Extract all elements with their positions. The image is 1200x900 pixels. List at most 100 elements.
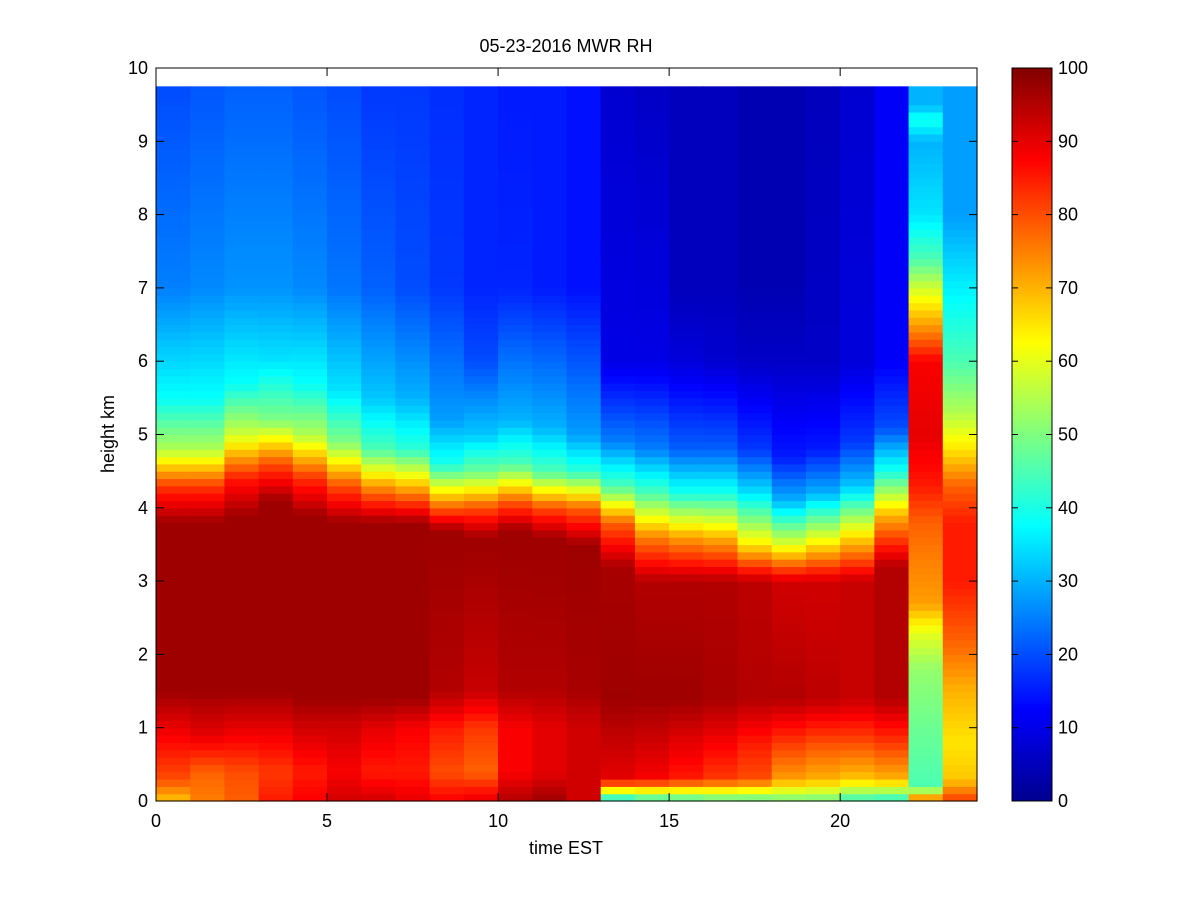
heatmap-cell	[908, 214, 944, 223]
heatmap-cell	[634, 705, 670, 714]
heatmap-cell	[190, 397, 226, 406]
heatmap-cell	[498, 361, 533, 370]
heatmap-cell	[532, 771, 568, 780]
heatmap-cell	[874, 676, 910, 685]
heatmap-cell	[908, 419, 944, 428]
heatmap-cell	[498, 221, 533, 230]
heatmap-cell	[600, 749, 636, 758]
heatmap-cell	[634, 581, 670, 590]
heatmap-cell	[634, 324, 670, 333]
heatmap-cell	[942, 661, 978, 670]
heatmap-cell	[805, 207, 841, 216]
heatmap-cell	[600, 141, 636, 150]
heatmap-cell	[566, 390, 602, 399]
heatmap-cell	[634, 573, 670, 582]
heatmap-cell	[942, 676, 978, 685]
heatmap-cell	[840, 229, 875, 238]
heatmap-cell	[634, 229, 670, 238]
heatmap-cell	[361, 243, 397, 252]
heatmap-cell	[463, 757, 499, 765]
heatmap-cell	[429, 185, 465, 194]
heatmap-cell	[600, 441, 636, 450]
heatmap-cell	[771, 661, 807, 670]
heatmap-cell	[634, 610, 670, 619]
heatmap-cell	[156, 500, 191, 509]
heatmap-cell	[942, 339, 978, 348]
heatmap-cell	[156, 331, 191, 340]
heatmap-cell	[258, 86, 294, 91]
heatmap-cell	[463, 727, 499, 736]
heatmap-cell	[395, 397, 431, 406]
heatmap-cell	[566, 683, 602, 692]
heatmap-cell	[669, 397, 704, 406]
heatmap-cell	[942, 617, 978, 626]
heatmap-cell	[395, 214, 431, 223]
heatmap-cell	[942, 243, 978, 252]
heatmap-cell	[737, 331, 773, 340]
heatmap-cell	[566, 119, 602, 128]
heatmap-cell	[190, 346, 226, 355]
heatmap-cell	[395, 361, 431, 370]
heatmap-cell	[908, 727, 944, 736]
heatmap-cell	[805, 551, 841, 560]
heatmap-cell	[566, 324, 602, 333]
heatmap-cell	[566, 595, 602, 604]
heatmap-cell	[942, 375, 978, 384]
heatmap-cell	[395, 317, 431, 326]
heatmap-cell	[840, 559, 875, 568]
heatmap-cell	[429, 515, 465, 524]
heatmap-cell	[771, 720, 807, 729]
heatmap-cell	[463, 405, 499, 414]
heatmap-cell	[292, 471, 328, 480]
heatmap-cell	[463, 515, 499, 524]
heatmap-cell	[669, 625, 704, 634]
heatmap-cell	[429, 155, 465, 164]
heatmap-cell	[532, 229, 568, 238]
heatmap-cell	[805, 764, 841, 773]
heatmap-cell	[703, 427, 739, 436]
heatmap-cell	[395, 742, 431, 751]
heatmap-cell	[156, 383, 191, 392]
heatmap-cell	[771, 405, 807, 414]
heatmap-cell	[771, 412, 807, 421]
heatmap-cell	[463, 588, 499, 597]
heatmap-cell	[908, 735, 944, 743]
heatmap-cell	[292, 551, 328, 560]
heatmap-cell	[258, 500, 294, 509]
heatmap-cell	[840, 207, 875, 216]
heatmap-cell	[840, 669, 875, 677]
heatmap-cell	[498, 573, 533, 582]
heatmap-cell	[840, 287, 875, 296]
heatmap-cell	[805, 339, 841, 348]
heatmap-cell	[463, 463, 499, 472]
heatmap-cell	[737, 507, 773, 516]
heatmap-cell	[566, 265, 602, 274]
heatmap-cell	[532, 86, 568, 91]
heatmap-cell	[634, 368, 670, 377]
heatmap-cell	[840, 339, 875, 348]
heatmap-cell	[361, 141, 397, 150]
heatmap-cell	[258, 133, 294, 142]
heatmap-cell	[327, 764, 362, 773]
heatmap-cell	[361, 126, 397, 135]
heatmap-cell	[600, 397, 636, 406]
heatmap-cell	[429, 669, 465, 677]
heatmap-cell	[224, 280, 260, 289]
heatmap-cell	[737, 537, 773, 546]
heatmap-cell	[429, 676, 465, 685]
heatmap-cell	[942, 471, 978, 480]
heatmap-cell	[156, 463, 191, 472]
heatmap-cell	[532, 207, 568, 216]
heatmap-cell	[874, 375, 910, 384]
heatmap-cell	[908, 661, 944, 670]
heatmap-cell	[361, 764, 397, 773]
heatmap-cell	[669, 529, 704, 538]
heatmap-cell	[874, 280, 910, 289]
heatmap-cell	[942, 177, 978, 186]
heatmap-cell	[429, 441, 465, 450]
heatmap-cell	[532, 625, 568, 634]
heatmap-cell	[805, 647, 841, 655]
heatmap-cell	[292, 97, 328, 106]
heatmap-cell	[498, 89, 533, 98]
heatmap-cell	[874, 515, 910, 524]
